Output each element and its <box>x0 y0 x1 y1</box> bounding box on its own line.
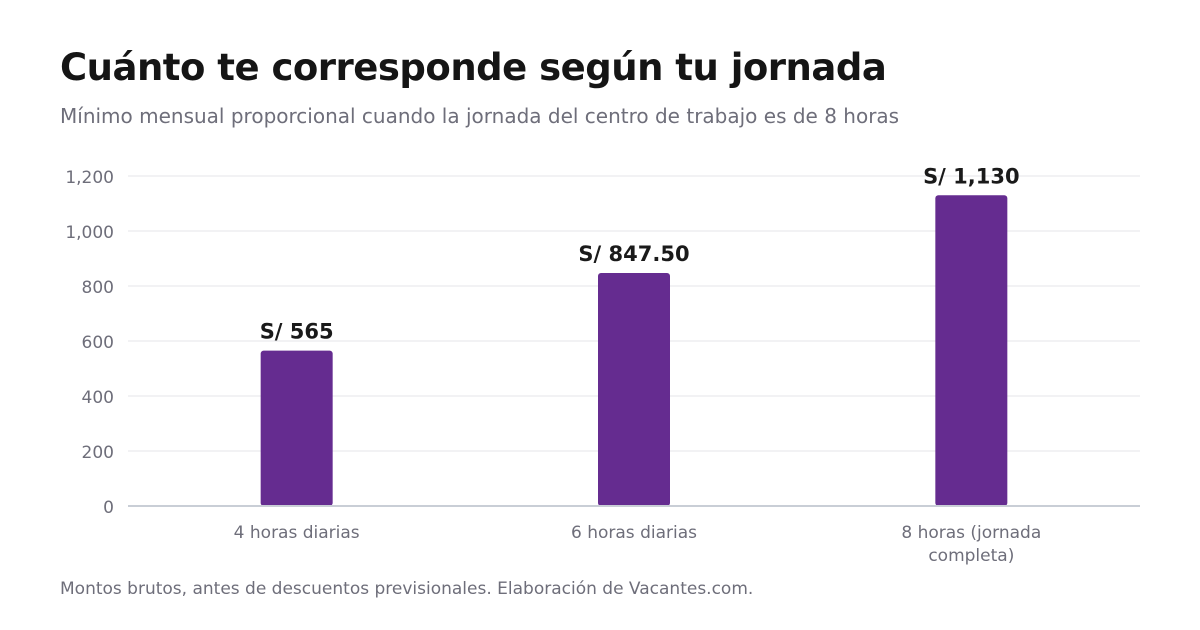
x-tick-label: completa) <box>928 546 1014 566</box>
x-tick-label: 8 horas (jornada <box>901 523 1041 543</box>
bar <box>260 350 333 506</box>
y-tick-label: 1,200 <box>65 168 114 188</box>
y-tick-label: 800 <box>82 278 114 298</box>
x-tick-label: 6 horas diarias <box>571 523 697 543</box>
y-tick-label: 1,000 <box>65 223 114 243</box>
chart-title: Cuánto te corresponde según tu jornada <box>60 46 887 89</box>
x-tick-label: 4 horas diarias <box>234 523 360 543</box>
x-axis-ticks: 4 horas diarias 6 horas diarias 8 horas (j… <box>234 523 1042 566</box>
y-tick-label: 600 <box>82 333 114 353</box>
chart-footnote: Montos brutos, antes de descuentos previ… <box>60 579 754 599</box>
chart-subtitle: Mínimo mensual proporcional cuando la jo… <box>60 104 900 128</box>
y-tick-label: 400 <box>82 388 114 408</box>
bar-value-label: S/ 847.50 <box>578 242 689 266</box>
y-axis-ticks: 0 200 400 600 800 1,000 1,200 <box>65 168 114 518</box>
bar <box>598 272 670 506</box>
data-labels: S/ 565 S/ 847.50 S/ 1,130 <box>260 164 1020 343</box>
y-tick-label: 200 <box>82 443 114 463</box>
bars <box>260 195 1008 506</box>
bar <box>935 195 1008 506</box>
y-tick-label: 0 <box>103 498 114 518</box>
bar-value-label: S/ 565 <box>260 320 334 344</box>
bar-value-label: S/ 1,130 <box>923 164 1020 188</box>
